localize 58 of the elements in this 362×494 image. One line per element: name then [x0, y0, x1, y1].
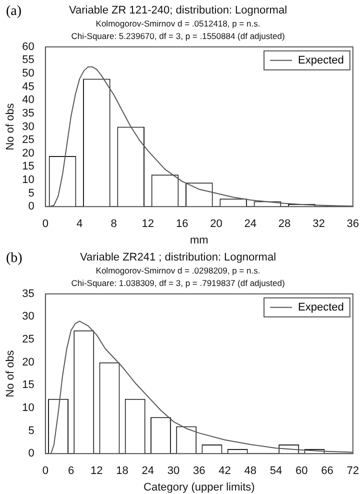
x-tick-label: 12 — [90, 465, 103, 478]
chart-title: Variable ZR 121-240; distribution: Lognormal — [68, 4, 288, 17]
chart-subtitle: Kolmogorov-Smirnov d = .0298209, p = n.s. — [96, 266, 260, 276]
y-tick-label: 25 — [22, 334, 34, 346]
x-tick-label: 12 — [142, 218, 154, 230]
x-tick-label: 6 — [68, 465, 74, 478]
x-axis-title: mm — [190, 234, 208, 246]
y-tick-label: 10 — [22, 174, 34, 186]
legend-label: Expected — [298, 301, 344, 314]
x-tick-label: 54 — [270, 465, 282, 478]
y-tick-label: 15 — [22, 160, 34, 173]
y-tick-label: 0 — [28, 448, 34, 460]
y-tick-label: 15 — [22, 379, 34, 392]
x-tick-label: 48 — [244, 465, 257, 478]
y-tick-label: 25 — [22, 134, 34, 146]
text: (a) — [6, 4, 22, 20]
y-tick-label: 35 — [22, 288, 34, 300]
text: (b) — [6, 251, 22, 267]
y-tick-label: 55 — [22, 54, 34, 66]
x-tick-label: 36 — [193, 465, 206, 478]
chart-subtitle: Kolmogorov-Smirnov d = .0512418, p = n.s. — [96, 18, 260, 29]
x-tick-label: 30 — [167, 465, 180, 478]
y-tick-label: 30 — [22, 120, 34, 133]
y-tick-label: 10 — [22, 402, 34, 414]
y-tick-label: 40 — [22, 94, 34, 106]
legend-label: Expected — [298, 54, 344, 66]
x-tick-label: 66 — [321, 465, 334, 478]
text: Chi-Square: 1.038309, df = 3, p = .7919837 (df adjusted) — [71, 278, 285, 288]
x-tick-label: 28 — [278, 218, 291, 230]
x-tick-label: 4 — [76, 218, 83, 230]
y-tick-label: 35 — [22, 107, 34, 120]
x-tick-label: 24 — [142, 465, 154, 478]
x-tick-label: 24 — [244, 218, 257, 230]
text: Chi-Square: 5.239670, df = 3, p = .1550884 (df adjusted) — [71, 31, 285, 42]
y-tick-label: 50 — [22, 68, 34, 80]
y-axis-title: No of obs — [4, 102, 17, 150]
y-tick-label: 0 — [28, 200, 34, 213]
x-tick-label: 60 — [296, 465, 308, 478]
x-tick-label: 36 — [346, 218, 360, 230]
y-tick-label: 45 — [22, 80, 34, 93]
y-tick-label: 20 — [22, 147, 34, 160]
y-axis-title: No of obs — [4, 350, 17, 398]
y-tick-label: 5 — [28, 424, 34, 437]
x-tick-label: 20 — [210, 218, 222, 230]
x-tick-label: 8 — [110, 218, 117, 230]
x-tick-label: 42 — [218, 465, 231, 478]
x-tick-label: 0 — [42, 218, 48, 230]
x-axis-title: Category (upper limits) — [144, 481, 255, 494]
x-tick-label: 16 — [176, 218, 188, 230]
y-tick-label: 20 — [22, 356, 34, 368]
y-tick-label: 30 — [22, 310, 34, 323]
x-tick-label: 72 — [346, 465, 360, 478]
y-tick-label: 60 — [22, 40, 34, 53]
x-tick-label: 32 — [312, 218, 325, 230]
y-tick-label: 5 — [28, 187, 34, 200]
x-tick-label: 18 — [116, 465, 128, 478]
x-tick-label: 0 — [42, 465, 48, 478]
chart-title: Variable ZR241 ; distribution: Lognormal — [80, 252, 276, 264]
